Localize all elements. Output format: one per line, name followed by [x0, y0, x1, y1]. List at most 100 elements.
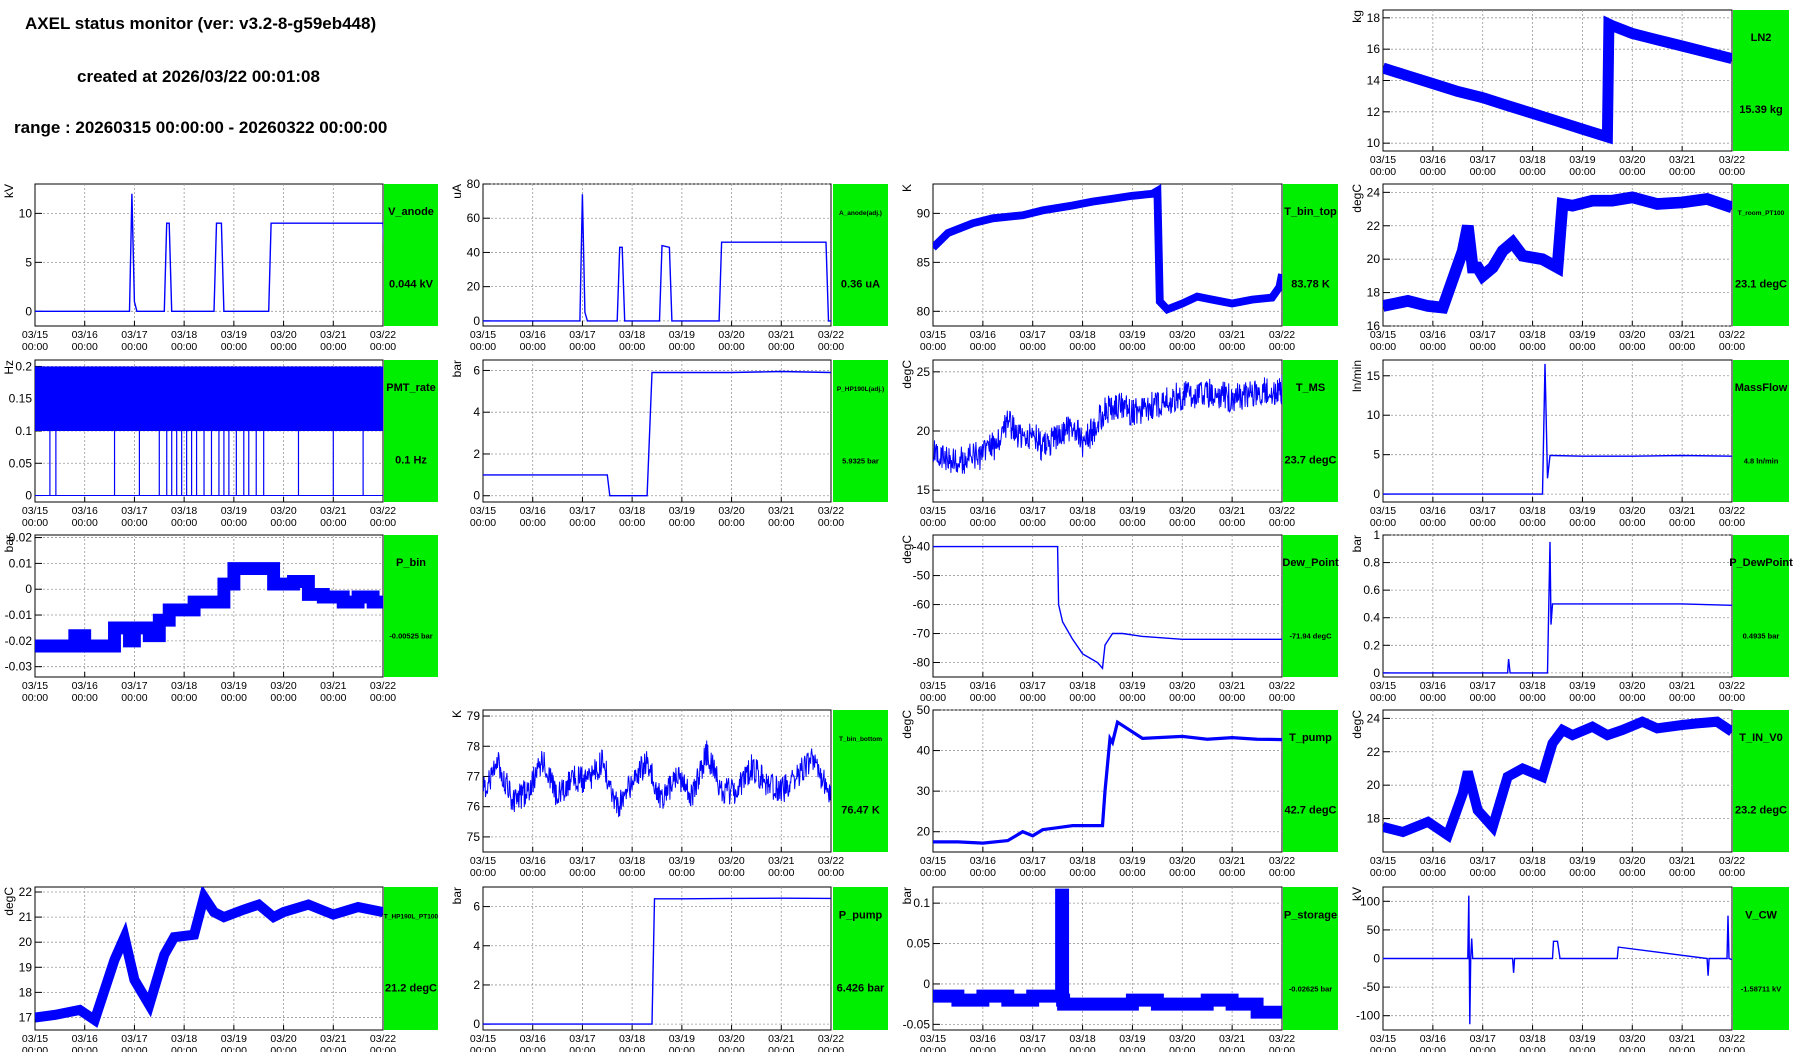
x-tick-label: 00:00	[619, 517, 645, 529]
x-tick-label: 03/19	[1569, 1033, 1595, 1045]
channel-value: 83.78 K	[1291, 279, 1330, 291]
x-tick-label: 00:00	[1619, 517, 1645, 529]
x-tick-label: 03/22	[818, 1033, 844, 1045]
x-tick-label: 03/20	[1619, 329, 1645, 341]
series-line	[35, 887, 383, 1028]
x-tick-label: 03/21	[320, 1033, 346, 1045]
x-tick-label: 03/21	[1219, 329, 1245, 341]
x-tick-label: 03/16	[520, 329, 546, 341]
x-tick-label: 03/22	[1719, 680, 1745, 692]
x-tick-label: 00:00	[22, 341, 48, 353]
y-tick-label: -60	[913, 598, 931, 612]
y-tick-label: 14	[1367, 74, 1381, 88]
y-tick-label: 20	[1367, 778, 1381, 792]
x-tick-label: 00:00	[1219, 692, 1245, 704]
x-tick-label: 00:00	[72, 1045, 98, 1052]
x-tick-label: 03/15	[1370, 329, 1396, 341]
channel-value: 6.426 bar	[837, 982, 885, 994]
y-tick-label: 20	[917, 424, 931, 438]
x-tick-label: 03/18	[171, 329, 197, 341]
x-tick-label: 03/21	[320, 680, 346, 692]
x-tick-label: 00:00	[970, 517, 996, 529]
panel-ln2: 03/1500:0003/1600:0003/1700:0003/1800:00…	[1350, 9, 1789, 178]
y-tick-label: 15	[1367, 369, 1381, 383]
series-line	[1383, 15, 1732, 145]
status-box	[1283, 710, 1338, 852]
y-tick-label: 19	[19, 960, 33, 974]
series-group	[483, 740, 831, 818]
plot-frame	[482, 183, 832, 327]
y-tick-label: 5	[25, 255, 32, 269]
x-tick-label: 00:00	[1519, 341, 1545, 353]
y-tick-label: 21	[19, 910, 33, 924]
x-tick-label: 03/21	[1669, 505, 1695, 517]
x-tick-label: 00:00	[320, 692, 346, 704]
panel-massflow: 03/1500:0003/1600:0003/1700:0003/1800:00…	[1350, 359, 1789, 529]
y-tick-label: -0.01	[5, 608, 33, 622]
y-tick-label: 4	[473, 405, 480, 419]
x-tick-label: 00:00	[171, 341, 197, 353]
x-tick-label: 00:00	[1269, 341, 1295, 353]
x-tick-label: 03/21	[320, 505, 346, 517]
x-tick-label: 00:00	[768, 1045, 794, 1052]
x-tick-label: 00:00	[818, 341, 844, 353]
channel-name: P_bin	[396, 557, 426, 569]
status-box	[384, 535, 438, 677]
panel-p-pump: 03/1500:0003/1600:0003/1700:0003/1800:00…	[450, 886, 888, 1052]
x-tick-label: 03/19	[1119, 505, 1145, 517]
x-tick-label: 00:00	[1370, 517, 1396, 529]
x-tick-label: 00:00	[1569, 1045, 1595, 1052]
x-tick-label: 00:00	[1069, 341, 1095, 353]
x-tick-label: 03/21	[768, 505, 794, 517]
x-tick-label: 00:00	[1569, 867, 1595, 879]
y-tick-label: -0.02	[5, 634, 33, 648]
x-tick-label: 00:00	[1069, 1045, 1095, 1052]
x-tick-label: 00:00	[669, 1045, 695, 1052]
status-box	[1733, 184, 1789, 326]
x-tick-label: 00:00	[818, 1045, 844, 1052]
y-tick-label: -40	[913, 540, 931, 554]
x-tick-label: 00:00	[171, 517, 197, 529]
x-tick-label: 03/19	[221, 329, 247, 341]
y-tick-label: 18	[1367, 11, 1381, 25]
x-tick-label: 03/15	[22, 1033, 48, 1045]
y-axis-label: bar	[1350, 535, 1364, 552]
y-tick-label: 18	[1367, 812, 1381, 826]
channel-name: V_anode	[388, 206, 434, 218]
y-tick-label: 0	[473, 314, 480, 328]
series-line	[35, 562, 383, 653]
x-tick-label: 03/19	[1569, 154, 1595, 166]
plot-frame	[34, 183, 384, 327]
channel-name: T_room_PT100	[1738, 210, 1785, 217]
y-tick-label: 6	[473, 900, 480, 914]
x-tick-label: 03/20	[718, 329, 744, 341]
y-tick-label: 24	[1367, 185, 1381, 199]
x-tick-label: 03/22	[370, 505, 396, 517]
x-tick-label: 03/20	[270, 505, 296, 517]
series-line	[933, 184, 1282, 315]
x-tick-label: 03/19	[1569, 855, 1595, 867]
x-tick-label: 03/15	[22, 329, 48, 341]
x-tick-label: 00:00	[1669, 867, 1695, 879]
status-box	[1283, 184, 1338, 326]
channel-value: 76.47 K	[841, 805, 880, 817]
y-tick-label: 0.8	[1363, 556, 1380, 570]
x-tick-label: 00:00	[569, 517, 595, 529]
y-tick-label: 0.01	[9, 556, 33, 570]
x-tick-label: 03/19	[669, 1033, 695, 1045]
x-tick-label: 00:00	[121, 692, 147, 704]
x-tick-label: 03/15	[920, 1033, 946, 1045]
x-tick-label: 00:00	[22, 1045, 48, 1052]
x-tick-label: 00:00	[270, 341, 296, 353]
x-tick-label: 03/18	[171, 680, 197, 692]
x-tick-label: 00:00	[1119, 1045, 1145, 1052]
x-tick-label: 00:00	[1069, 867, 1095, 879]
x-tick-label: 03/16	[72, 1033, 98, 1045]
x-tick-label: 00:00	[1719, 867, 1745, 879]
panel-t-room-pt100: 03/1500:0003/1600:0003/1700:0003/1800:00…	[1350, 183, 1789, 353]
x-tick-label: 03/22	[818, 329, 844, 341]
series-group	[1383, 541, 1732, 674]
x-tick-label: 00:00	[370, 517, 396, 529]
x-tick-label: 00:00	[920, 517, 946, 529]
series-line	[35, 193, 383, 312]
